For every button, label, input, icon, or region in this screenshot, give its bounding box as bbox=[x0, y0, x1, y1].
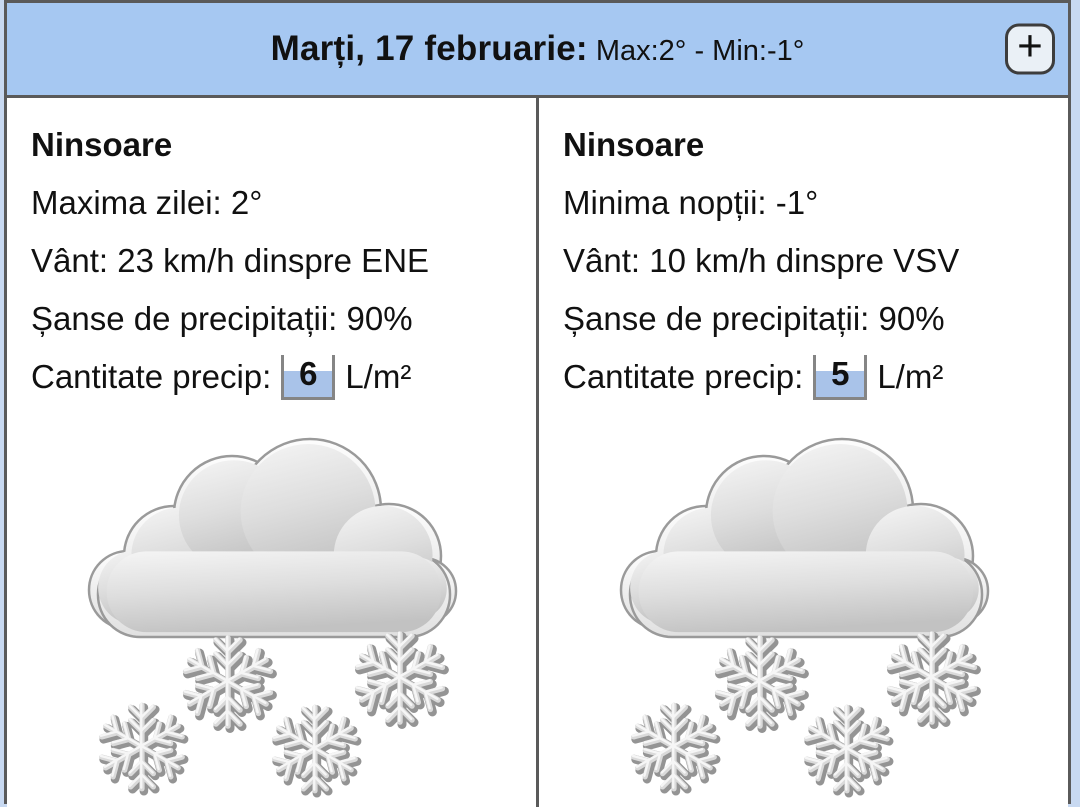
temp-line: Maxima zilei: 2° bbox=[31, 184, 263, 221]
condition-label: Ninsoare bbox=[563, 126, 705, 163]
precip-value: 6 bbox=[299, 355, 318, 392]
day-title: Marți, 17 februarie: Max:2° - Min:-1° bbox=[271, 29, 805, 69]
temp-line: Minima nopții: -1° bbox=[563, 184, 819, 221]
wind-line: Vânt: 10 km/h dinspre VSV bbox=[563, 242, 960, 279]
precip-amount-line: Cantitate precip: 5 L/m² bbox=[563, 348, 1044, 406]
night-forecast-panel: Ninsoare Minima nopții: -1° Vânt: 10 km/… bbox=[536, 98, 1068, 807]
wind-line: Vânt: 23 km/h dinspre ENE bbox=[31, 242, 430, 279]
precip-amount-line: Cantitate precip: 6 L/m² bbox=[31, 348, 512, 406]
precip-cup-gauge: 5 bbox=[813, 355, 868, 400]
condition-label: Ninsoare bbox=[31, 126, 173, 163]
snow-cloud-icon bbox=[584, 420, 1024, 800]
expand-button[interactable]: + bbox=[1005, 23, 1055, 75]
day-minmax-summary: Max:2° - Min:-1° bbox=[587, 35, 805, 67]
day-forecast-panel: Ninsoare Maxima zilei: 2° Vânt: 23 km/h … bbox=[7, 98, 536, 807]
precip-cup-gauge: 6 bbox=[281, 355, 336, 400]
precip-label: Cantitate precip: bbox=[563, 358, 804, 395]
precip-cup-fill bbox=[284, 371, 333, 397]
forecast-day-header[interactable]: Marți, 17 februarie: Max:2° - Min:-1° + bbox=[7, 3, 1068, 98]
snow-cloud-icon bbox=[52, 420, 492, 800]
precip-label: Cantitate precip: bbox=[31, 358, 272, 395]
precip-value: 5 bbox=[831, 355, 850, 392]
precip-chance-line: Șanse de precipitații: 90% bbox=[31, 300, 413, 337]
day-date-label: Marți, 17 februarie: bbox=[270, 29, 588, 68]
forecast-card: Marți, 17 februarie: Max:2° - Min:-1° + … bbox=[4, 0, 1071, 807]
precip-chance-line: Șanse de precipitații: 90% bbox=[563, 300, 945, 337]
precip-unit: L/m² bbox=[345, 358, 412, 395]
forecast-panels: Ninsoare Maxima zilei: 2° Vânt: 23 km/h … bbox=[7, 98, 1068, 807]
precip-unit: L/m² bbox=[877, 358, 944, 395]
precip-cup-fill bbox=[816, 371, 865, 397]
